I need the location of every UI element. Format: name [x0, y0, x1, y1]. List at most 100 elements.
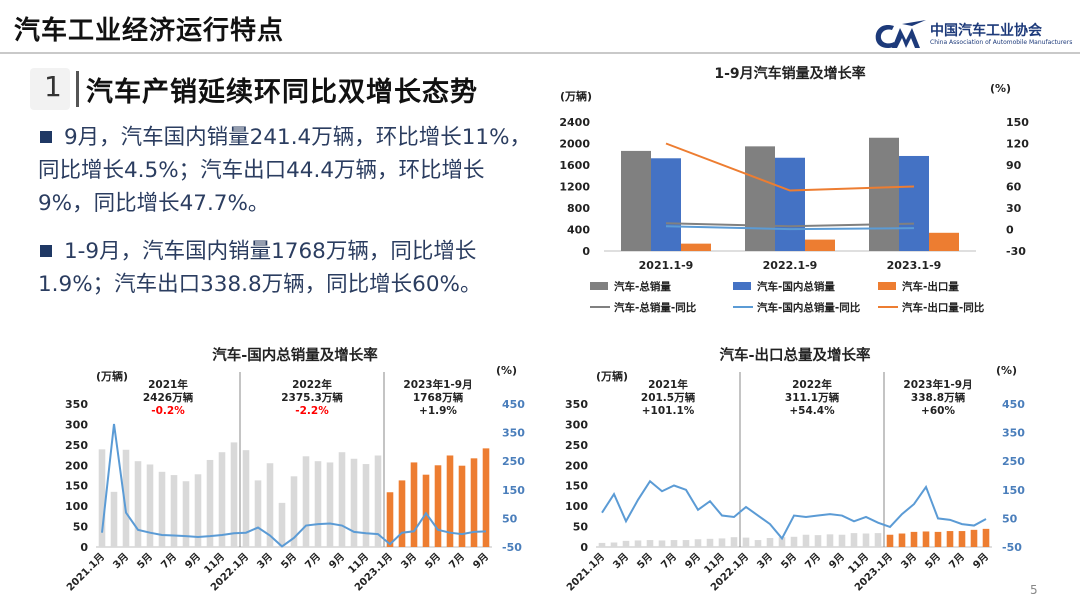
chart-domestic-sales: 汽车-国内总销量及增长率 (万辆) (%) 0 50 100 150 200 250 300 350… — [64, 346, 525, 593]
annotation-total: 2426万辆 — [143, 391, 194, 404]
chart-title: 汽车-出口总量及增长率 — [719, 346, 871, 364]
y2-tick-label: 450 — [502, 398, 525, 411]
bar-monthly — [170, 475, 178, 547]
bar-monthly — [350, 458, 358, 547]
x-tick-label: 9月 — [471, 551, 491, 571]
bar-monthly — [158, 471, 166, 547]
logo-text-cn: 中国汽车工业协会 — [930, 23, 1042, 39]
page-number: 5 — [1030, 583, 1038, 597]
x-tick-label: 5月 — [923, 551, 943, 571]
x-tick-label: 3月 — [755, 551, 775, 571]
chart-title: 1-9月汽车销量及增长率 — [714, 65, 865, 82]
y-tick-label: 250 — [65, 439, 88, 452]
x-tick-label: 7月 — [447, 551, 467, 571]
bar-monthly — [682, 540, 690, 547]
bullet-text-2: 1-9月，汽车国内销量1768万辆，同比增长 1.9%；汽车出口338.8万辆，… — [38, 239, 482, 297]
bar-monthly — [206, 459, 214, 547]
y-tick-label: 0 — [580, 541, 588, 554]
x-tick-label: 3月 — [255, 551, 275, 571]
bar-monthly — [970, 529, 978, 547]
y-tick-label: 800 — [567, 202, 590, 215]
y-tick-label: 200 — [565, 459, 588, 472]
bar-monthly — [670, 540, 678, 547]
annotation-year: 2021年 — [648, 378, 688, 391]
bar-monthly — [434, 465, 442, 547]
bar-monthly — [398, 480, 406, 547]
x-tick-label: 7月 — [159, 551, 179, 571]
bar-monthly — [730, 537, 738, 547]
bar-monthly — [922, 531, 930, 547]
section-number: 1 — [44, 70, 62, 103]
x-tick-label: 3月 — [399, 551, 419, 571]
y-tick-label: 50 — [73, 521, 89, 534]
bar-monthly — [374, 455, 382, 547]
bar-monthly — [814, 535, 822, 547]
bar-monthly — [266, 463, 274, 547]
bullet-marker — [40, 245, 52, 257]
logo-text-en: China Association of Automobile Manufact… — [930, 39, 1073, 46]
bar-monthly — [790, 536, 798, 547]
bar-monthly — [706, 538, 714, 547]
y-axis-label: (万辆) — [560, 89, 592, 103]
x-tick-label: 7月 — [659, 551, 679, 571]
y-tick-label: 2400 — [559, 116, 590, 129]
legend-label: 汽车-总销量 — [614, 280, 671, 293]
y-tick-label: 1200 — [559, 181, 590, 194]
x-tick-label: 7月 — [947, 551, 967, 571]
x-tick-label: 3月 — [611, 551, 631, 571]
y2-tick-label: 150 — [1002, 484, 1025, 497]
bar-monthly — [610, 542, 618, 547]
bar-monthly — [422, 474, 430, 547]
y2-tick-label: 30 — [1006, 202, 1022, 215]
y-tick-label: 1600 — [559, 159, 590, 172]
y-axis-label: (万辆) — [96, 369, 128, 383]
y2-tick-label: 150 — [502, 484, 525, 497]
y2-tick-label: -50 — [1002, 541, 1022, 554]
y2-tick-label: 150 — [1006, 116, 1029, 129]
bar-monthly — [242, 450, 250, 547]
bar-monthly — [754, 540, 762, 547]
section-divider — [76, 71, 79, 107]
bullet-text-1: 9月，汽车国内销量241.4万辆，环比增长11%， 同比增长4.5%；汽车出口4… — [38, 125, 532, 216]
bar-monthly — [410, 462, 418, 547]
annotation-total: 2375.3万辆 — [281, 391, 343, 404]
y-tick-label: 300 — [565, 418, 588, 431]
bar-monthly — [862, 533, 870, 547]
line-growth — [601, 479, 987, 541]
section-title: 汽车产销延续环同比双增长态势 — [86, 77, 478, 108]
annotation-year: 2023年1-9月 — [403, 378, 472, 391]
bar-monthly — [362, 464, 370, 547]
bar-monthly — [718, 538, 726, 547]
bar-domestic-sales — [899, 155, 929, 251]
legend-label: 汽车-出口量 — [902, 280, 959, 293]
bar-export — [681, 243, 711, 251]
bar-monthly — [194, 474, 202, 547]
chart-sales-growth-1-9: 1-9月汽车销量及增长率(万辆)(%)040080012001600200024… — [559, 65, 1029, 314]
bar-monthly — [886, 534, 894, 547]
bar-monthly — [314, 461, 322, 547]
y-axis-label: (万辆) — [596, 369, 628, 383]
bar-monthly — [446, 455, 454, 547]
y-tick-label: 0 — [582, 245, 590, 258]
line-export-growth — [665, 142, 915, 192]
x-tick-label: 5月 — [135, 551, 155, 571]
y-tick-label: 200 — [65, 459, 88, 472]
bar-monthly — [98, 449, 106, 547]
bar-total-sales — [745, 146, 775, 251]
y-tick-label: 2000 — [559, 138, 590, 151]
bar-monthly — [146, 464, 154, 547]
x-tick-label: 9月 — [827, 551, 847, 571]
annotation-total: 201.5万辆 — [641, 391, 696, 404]
bar-monthly — [622, 540, 630, 547]
annotation-year: 2021年 — [148, 378, 188, 391]
x-tick-label: 5月 — [779, 551, 799, 571]
page-title: 汽车工业经济运行特点 — [14, 16, 285, 46]
bullet-marker — [40, 131, 52, 143]
legend-label: 汽车-国内总销量 — [757, 280, 835, 293]
bar-monthly — [934, 531, 942, 547]
bar-monthly — [122, 449, 130, 547]
bar-monthly — [218, 452, 226, 547]
x-tick-label: 9月 — [683, 551, 703, 571]
y2-tick-label: 350 — [502, 427, 525, 440]
line-total-growth — [665, 222, 915, 228]
